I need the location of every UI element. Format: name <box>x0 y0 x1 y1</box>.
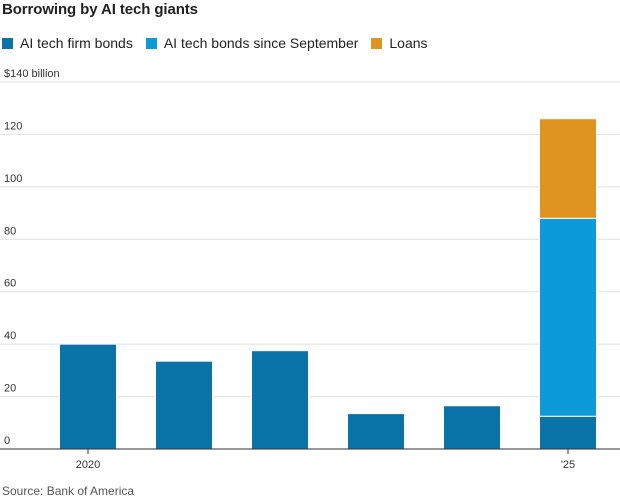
y-tick-label: 100 <box>4 173 22 185</box>
legend: AI tech firm bonds AI tech bonds since S… <box>2 35 441 51</box>
legend-item-ai-tech-bonds-since-september: AI tech bonds since September <box>145 35 359 51</box>
legend-item-loans: Loans <box>371 35 428 51</box>
bar-segment <box>59 343 117 450</box>
bar-segment <box>539 217 597 417</box>
source-note: Source: Bank of America <box>2 484 135 498</box>
legend-label-loans: Loans <box>389 35 428 51</box>
y-tick-label: 40 <box>4 330 16 342</box>
legend-label-ai-tech-bonds-since-september: AI tech bonds since September <box>163 35 359 51</box>
bar-segment <box>251 350 309 450</box>
chart-title: Borrowing by AI tech giants <box>2 1 198 18</box>
y-tick-label: 0 <box>4 435 10 447</box>
bar-segment <box>347 413 405 450</box>
bar-segment <box>539 118 597 219</box>
legend-swatch-loans <box>371 37 383 49</box>
bar-segment <box>155 360 213 450</box>
legend-swatch-ai-tech-firm-bonds <box>2 37 13 49</box>
y-tick-label: 80 <box>4 225 16 237</box>
y-tick-label: $140 billion <box>4 68 60 80</box>
bar-segment <box>539 415 597 450</box>
x-tick-label: 2020 <box>76 459 100 471</box>
bar-chart: 0 20 40 60 80 100 120 $140 billion 2020 '25 <box>0 68 620 471</box>
y-tick-label: 60 <box>4 278 16 290</box>
y-tick-label: 20 <box>4 383 16 395</box>
y-tick-label: 120 <box>4 120 22 132</box>
legend-item-ai-tech-firm-bonds: AI tech firm bonds <box>2 35 133 51</box>
legend-label-ai-tech-firm-bonds: AI tech firm bonds <box>20 35 133 51</box>
legend-swatch-ai-tech-bonds-since-september <box>145 37 157 49</box>
bar-segment <box>443 405 501 450</box>
x-tick-label: '25 <box>561 459 575 471</box>
